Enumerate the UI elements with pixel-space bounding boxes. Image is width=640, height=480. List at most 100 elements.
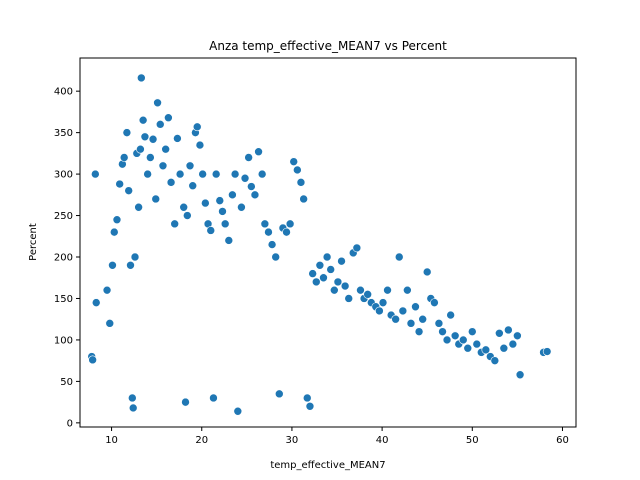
y-tick-label: 400 [54,87,73,98]
data-point [136,144,145,154]
data-point [337,256,346,266]
plot-area [87,73,552,416]
data-point [230,169,240,179]
y-tick-label: 0 [67,418,73,429]
data-point [134,202,143,212]
data-point [153,98,162,108]
data-point [254,147,263,156]
y-axis-label: Percent [28,223,39,261]
data-point [108,260,117,270]
data-point [257,169,267,179]
data-point [499,343,509,353]
data-point [206,226,216,235]
data-point [126,260,135,270]
x-tick-label: 50 [466,435,479,446]
data-point [490,356,500,365]
data-point [403,285,412,295]
data-point [322,252,332,262]
data-point [240,173,250,183]
data-point [414,327,424,336]
plot-frame [79,57,577,428]
data-point [173,134,182,143]
data-point [299,194,308,204]
data-point [378,298,388,307]
data-point [128,393,137,403]
data-point [340,281,350,291]
data-point [267,240,277,249]
data-point [112,215,122,224]
x-tick-label: 60 [556,435,569,446]
data-point [109,227,119,237]
data-point [179,202,189,212]
data-point [143,169,152,179]
data-point [124,186,133,195]
data-point [209,393,218,403]
data-point [504,325,513,335]
data-point [215,196,225,205]
data-point [508,339,518,349]
data-point [315,260,325,270]
data-point [102,285,112,295]
y-tick-label: 250 [54,211,73,222]
x-axis-label: temp_effective_MEAN7 [270,460,385,471]
data-point [201,198,210,208]
data-point [481,345,491,355]
data-point [289,157,299,166]
data-point [220,219,230,229]
data-point [88,355,97,365]
data-point [305,401,315,411]
y-tick-label: 300 [54,170,73,181]
data-point [198,169,207,179]
x-axis: 10 20 30 40 50 60 [105,427,569,446]
data-point [422,267,432,277]
x-tick-label: 40 [376,435,389,446]
data-point [446,310,455,320]
data-point [326,265,336,274]
x-tick-label: 10 [105,435,118,446]
data-point [175,169,185,179]
data-point [128,403,138,413]
y-tick-label: 100 [54,335,73,346]
data-point [495,328,504,338]
data-point [311,277,321,287]
data-point [137,73,146,83]
data-point [264,227,273,237]
data-point [418,314,427,324]
data-point [282,227,291,237]
data-point [411,302,420,312]
data-point [218,207,227,216]
data-point [542,347,552,356]
data-point [467,327,477,336]
data-point [274,389,284,399]
data-point [391,314,400,324]
data-point [211,169,221,179]
data-point [463,343,473,353]
data-point [237,202,246,212]
data-point [151,194,161,204]
data-point [472,339,482,349]
y-tick-label: 50 [60,377,73,388]
y-tick-label: 350 [54,128,73,139]
data-point [430,298,439,307]
x-tick-label: 30 [286,435,299,446]
data-point [293,165,302,175]
data-point [434,319,444,328]
data-point [181,397,190,407]
data-point [383,285,392,295]
data-point [192,122,202,132]
data-point [233,406,243,416]
data-point [170,219,179,229]
data-point [228,190,237,200]
data-point [122,128,132,137]
data-point [302,393,312,403]
data-point [146,153,155,162]
data-point [308,269,317,278]
data-point [119,153,129,162]
y-tick-label: 200 [54,253,73,264]
data-point [91,298,101,307]
data-point [442,335,452,345]
y-tick-label: 150 [54,294,73,305]
data-point [183,211,192,220]
data-point [138,115,148,125]
